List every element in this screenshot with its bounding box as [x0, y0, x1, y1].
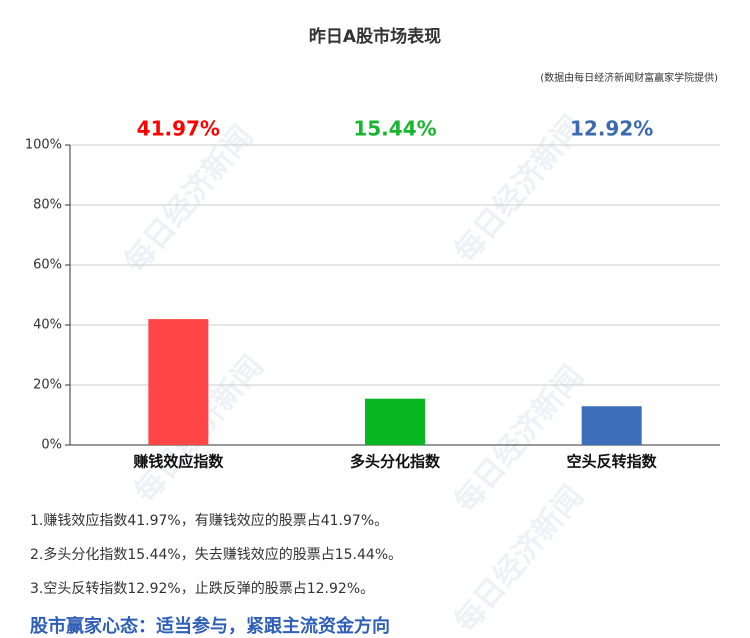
y-tick-label: 60% [33, 258, 62, 273]
x-tick-label: 多头分化指数 [350, 453, 441, 471]
watermark: 每日经济新闻 [118, 119, 261, 279]
chart-subtitle: (数据由每日经济新闻财富赢家学院提供) [540, 71, 718, 84]
note: 3.空头反转指数12.92%，止跌反弹的股票占12.92%。 [30, 581, 374, 597]
bar [365, 398, 425, 445]
y-tick-label: 40% [33, 318, 62, 333]
value-label: 15.44% [353, 117, 436, 141]
bar [148, 319, 209, 445]
x-tick-label: 空头反转指数 [567, 453, 658, 471]
value-label: 12.92% [570, 117, 653, 141]
y-tick-label: 20% [33, 378, 62, 393]
y-tick-label: 0% [41, 438, 62, 453]
headline: 股市赢家心态：适当参与，紧跟主流资金方向 [29, 615, 390, 637]
note: 1.赚钱效应指数41.97%，有赚钱效应的股票占41.97%。 [30, 512, 388, 529]
value-label: 41.97% [137, 117, 220, 141]
y-tick-label: 80% [33, 198, 62, 213]
y-tick-label: 100% [25, 138, 62, 153]
x-tick-label: 赚钱效应指数 [132, 453, 224, 471]
bar [581, 406, 642, 445]
note: 2.多头分化指数15.44%，失去赚钱效应的股票占15.44%。 [30, 546, 402, 563]
chart-title: 昨日A股市场表现 [309, 26, 441, 47]
